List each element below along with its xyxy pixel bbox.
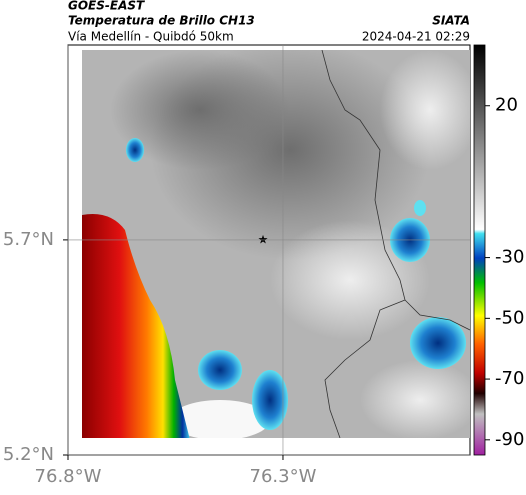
x-tick-label: 76.3°W	[250, 466, 317, 487]
y-tick-label: 5.7°N	[3, 229, 54, 250]
colorbar	[473, 44, 486, 456]
title: GOES-EAST	[68, 0, 145, 13]
location-marker: ★	[258, 233, 269, 247]
datetime: 2024-04-21 02:29	[362, 30, 470, 44]
subtitle: Temperatura de Brillo CH13	[68, 14, 255, 28]
colorbar-tick-label: -70	[495, 368, 524, 389]
x-tick-label: 76.8°W	[35, 466, 102, 487]
colorbar-tick-label: -30	[495, 247, 524, 268]
satellite-image	[82, 50, 470, 438]
colorbar-tick-label: -90	[495, 429, 524, 450]
y-tick-label: 5.2°N	[3, 444, 54, 465]
source: SIATA	[432, 14, 470, 28]
location: Vía Medellín - Quibdó 50km	[68, 30, 234, 44]
colorbar-tick-label: -50	[495, 307, 524, 328]
colorbar-tick-label: 20	[495, 95, 518, 116]
